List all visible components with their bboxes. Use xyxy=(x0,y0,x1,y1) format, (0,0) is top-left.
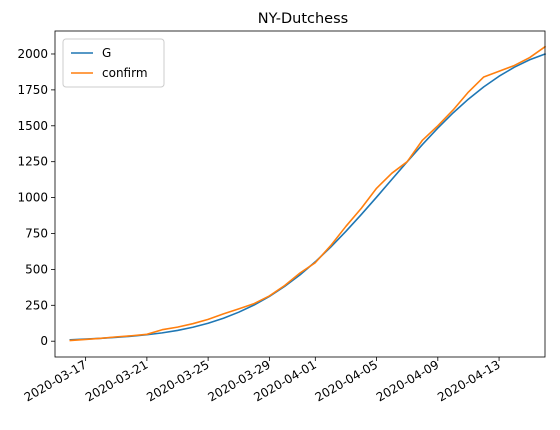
series-line-confirm xyxy=(69,45,547,342)
axes-frame xyxy=(54,30,546,358)
legend-label: confirm xyxy=(102,66,148,80)
legend-label: G xyxy=(102,46,111,60)
chart-title: NY-Dutchess xyxy=(258,11,348,27)
axes-border xyxy=(54,30,546,358)
y-tick-label: 250 xyxy=(25,298,48,312)
series-lines xyxy=(69,45,547,342)
y-tick-label: 500 xyxy=(25,262,48,276)
y-tick-label: 1750 xyxy=(17,83,48,97)
y-tick-label: 1000 xyxy=(17,191,48,205)
y-tick-label: 1500 xyxy=(17,119,48,133)
y-tick-label: 0 xyxy=(40,334,48,348)
y-tick-label: 2000 xyxy=(17,47,48,61)
y-tick-label: 750 xyxy=(25,226,48,240)
legend-box xyxy=(62,38,165,88)
y-tick-label: 1250 xyxy=(17,155,48,169)
